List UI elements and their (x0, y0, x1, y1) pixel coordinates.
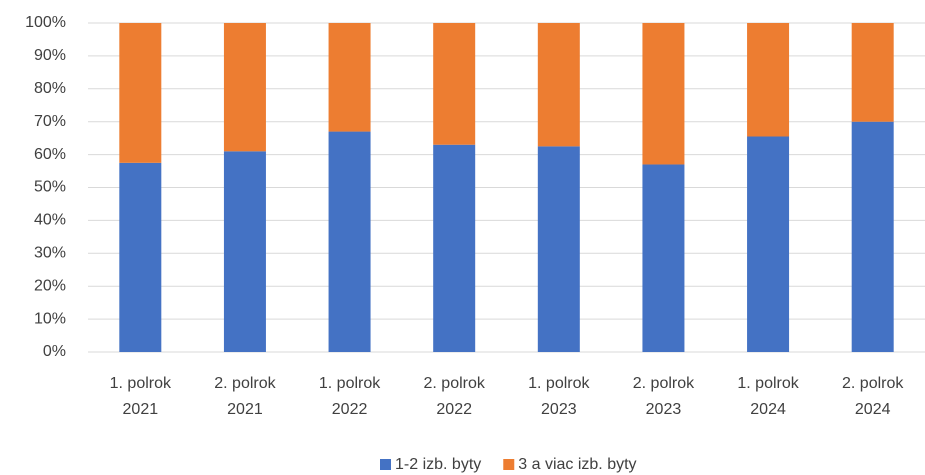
x-tick-label: 1. polrok 2022 (319, 375, 381, 418)
y-tick-label: 50% (34, 179, 66, 196)
bar-segment (851, 23, 894, 122)
y-tick-label: 20% (34, 277, 66, 294)
y-tick-label: 80% (34, 80, 66, 97)
bar-segment (851, 121, 894, 352)
bar-segment (223, 151, 266, 352)
bar-segment (747, 23, 790, 137)
bar-segment (747, 136, 790, 352)
y-tick-label: 90% (34, 47, 66, 64)
x-tick-label: 1. polrok 2024 (737, 375, 799, 418)
legend-label: 1-2 izb. byty (395, 456, 481, 473)
bar-segment (119, 162, 162, 352)
legend-swatch (503, 459, 515, 470)
bar-segment (328, 23, 371, 132)
x-tick-label: 1. polrok 2021 (110, 375, 172, 418)
x-tick-label: 1. polrok 2023 (528, 375, 590, 418)
bar-segment (433, 144, 476, 352)
y-tick-label: 30% (34, 245, 66, 262)
bar-segment (119, 23, 162, 163)
x-tick-label: 2. polrok 2021 (214, 375, 276, 418)
bar-segment (223, 23, 266, 152)
bar-segment (433, 23, 476, 145)
bar-segment (642, 23, 685, 165)
bar-segment (537, 146, 580, 352)
y-tick-label: 40% (34, 212, 66, 229)
x-tick-label: 2. polrok 2024 (842, 375, 904, 418)
y-tick-label: 100% (25, 14, 66, 31)
bar-segment (328, 131, 371, 352)
legend-label: 3 a viac izb. byty (518, 456, 636, 473)
y-tick-label: 10% (34, 310, 66, 327)
y-tick-label: 60% (34, 146, 66, 163)
x-tick-label: 2. polrok 2023 (633, 375, 695, 418)
y-tick-label: 0% (43, 343, 66, 360)
legend-swatch (380, 459, 391, 470)
bar-segment (537, 23, 580, 147)
x-tick-label: 2. polrok 2022 (424, 375, 486, 418)
y-tick-label: 70% (34, 113, 66, 130)
bar-segment (642, 164, 685, 352)
